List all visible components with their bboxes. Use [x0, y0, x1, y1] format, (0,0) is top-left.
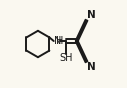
Text: N: N	[54, 36, 61, 46]
Text: N: N	[87, 62, 96, 72]
Text: SH: SH	[60, 53, 73, 63]
Text: H: H	[56, 36, 64, 46]
Text: N: N	[87, 10, 96, 20]
